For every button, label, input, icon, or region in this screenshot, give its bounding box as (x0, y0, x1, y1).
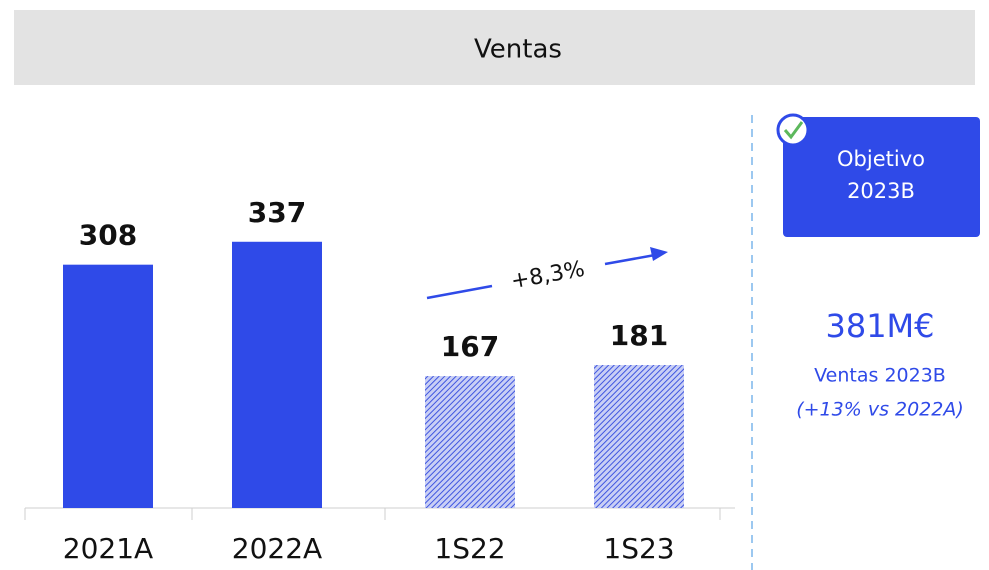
bar (425, 376, 515, 508)
x-tick-label: 1S23 (603, 532, 674, 565)
separators (24, 508, 721, 520)
check-icon (776, 113, 810, 147)
title-bar (14, 10, 975, 85)
target-heading: 2023B (847, 179, 915, 203)
annotation: +8,3% (509, 257, 587, 295)
target-box (783, 117, 980, 237)
growth-arrow (426, 253, 656, 300)
value-label: 181 (610, 319, 668, 352)
target-value: 381M€ (825, 307, 934, 345)
value-label: 167 (441, 330, 499, 363)
arrow-head (650, 247, 668, 261)
value-label: 308 (79, 219, 137, 252)
chart-title: Ventas (474, 35, 562, 65)
x-tick-label: 2021A (63, 532, 153, 565)
bar (594, 365, 684, 508)
value-label: 337 (248, 196, 306, 229)
target-caption: Ventas 2023B (814, 365, 946, 387)
bar (63, 264, 153, 508)
target-heading: Objetivo (837, 147, 925, 171)
x-tick-label: 2022A (232, 532, 322, 565)
x-tick-label: 1S22 (434, 532, 505, 565)
bar (232, 241, 322, 508)
check-mark (783, 121, 804, 140)
target-note: (+13% vs 2022A) (796, 399, 964, 421)
